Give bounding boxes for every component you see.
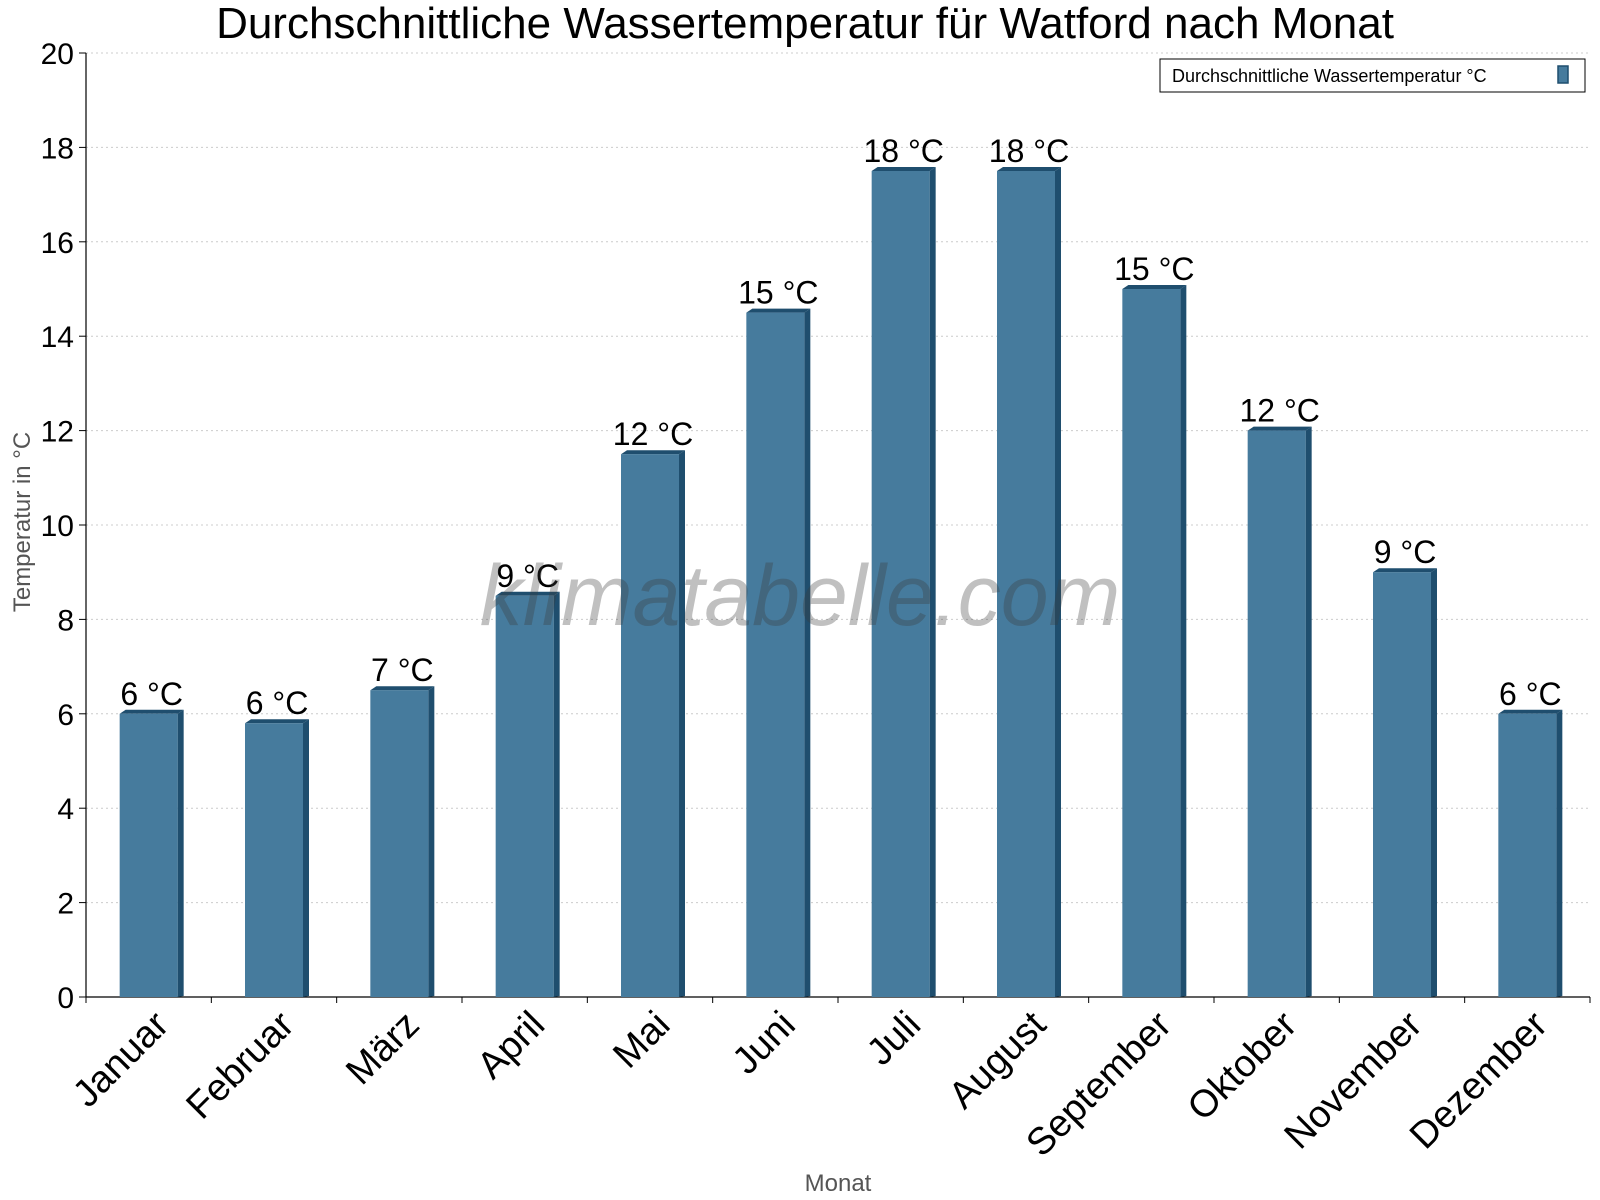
legend-box <box>1159 58 1586 93</box>
data-label: 7 °C <box>371 652 434 688</box>
x-tick-label: März <box>338 1004 427 1093</box>
data-label: 6 °C <box>1499 676 1562 712</box>
x-tick-label: August <box>941 1003 1055 1117</box>
grid-lines <box>86 52 1590 904</box>
data-label: 12 °C <box>613 416 693 452</box>
bar-top <box>871 167 936 171</box>
x-tick-label: Juni <box>725 1004 804 1083</box>
bar <box>1247 426 1312 998</box>
bar-side <box>804 308 811 998</box>
x-tick-label: Februar <box>179 1003 303 1127</box>
y-tick-label: 6 <box>57 699 74 732</box>
bar-side <box>929 167 936 997</box>
bar <box>871 167 936 997</box>
bar-top <box>746 308 811 313</box>
bar-front <box>871 171 930 997</box>
y-axis-label: Temperatur in °C <box>9 432 36 612</box>
y-tick-label: 16 <box>41 227 74 260</box>
bar-front <box>746 312 805 998</box>
legend: Durchschnittliche Wassertemperatur °C <box>1159 58 1586 93</box>
bar <box>621 450 685 997</box>
data-label: 18 °C <box>989 133 1069 169</box>
data-label: 12 °C <box>1239 393 1319 429</box>
axes <box>79 52 1591 1003</box>
chart-title: Durchschnittliche Wassertemperatur für W… <box>216 0 1394 48</box>
data-labels: 6 °C 6 °C 7 °C 9 °C 12 °C 15 °C 18 °C 18 °C 15 °… <box>120 133 1561 721</box>
bar-side <box>177 709 184 997</box>
y-tick-label: 8 <box>57 604 74 637</box>
bar <box>1373 568 1437 997</box>
legend-label: Durchschnittliche Wassertemperatur °C <box>1172 66 1487 86</box>
bar-side <box>553 591 560 997</box>
bar-top <box>495 591 560 596</box>
y-tick-label: 14 <box>41 321 74 354</box>
data-label: 9 °C <box>1374 534 1437 570</box>
x-tick-label: Juli <box>859 1004 929 1074</box>
bar-side <box>1556 709 1563 997</box>
bar <box>495 591 560 997</box>
bar-side <box>1055 167 1061 997</box>
bar-top <box>997 167 1061 171</box>
bar-front <box>1373 572 1431 997</box>
bar <box>370 686 435 997</box>
y-tick-label: 18 <box>41 132 74 165</box>
x-tick-label: April <box>470 1004 553 1087</box>
bar-side <box>1431 568 1437 997</box>
bar <box>245 719 309 997</box>
legend-swatch <box>1557 65 1569 84</box>
bar-side <box>428 686 435 997</box>
y-tick-label: 20 <box>41 38 74 71</box>
x-tick-label: Dezember <box>1402 1003 1556 1157</box>
bar-top <box>119 709 184 714</box>
bar <box>746 308 811 998</box>
bar-side <box>303 719 309 997</box>
bar-top <box>1122 285 1187 289</box>
bar <box>119 709 184 997</box>
bar-top <box>1498 709 1563 714</box>
bar-front <box>1247 430 1306 998</box>
bar-top <box>370 686 435 691</box>
bar-front <box>997 171 1055 997</box>
bar <box>997 167 1061 997</box>
bars <box>119 167 1563 998</box>
x-tick-label: Januar <box>65 1003 177 1115</box>
y-tick-label: 12 <box>41 416 74 449</box>
bar-front <box>1498 713 1557 997</box>
y-tick-label: 10 <box>41 510 74 543</box>
bar-front <box>495 595 554 997</box>
bar-front <box>1122 289 1181 997</box>
data-label: 9 °C <box>496 558 559 594</box>
bar-front <box>245 723 303 997</box>
data-label: 18 °C <box>863 133 943 169</box>
x-axis-label: Monat <box>805 1170 872 1197</box>
y-tick-label: 2 <box>57 888 74 921</box>
bar-top <box>621 450 685 455</box>
bar <box>1122 285 1187 997</box>
y-tick-label: 4 <box>57 793 74 826</box>
data-label: 6 °C <box>246 685 309 721</box>
bar-side <box>679 450 685 997</box>
data-label: 6 °C <box>120 676 183 712</box>
data-label: 15 °C <box>1114 251 1194 287</box>
bar-side <box>1305 426 1312 998</box>
y-tick-label: 0 <box>57 982 74 1015</box>
bar-top <box>1373 568 1437 573</box>
data-label: 15 °C <box>738 275 818 311</box>
bar-front <box>621 454 679 997</box>
watermark: klimatabelle.com <box>480 548 1120 644</box>
x-tick-label: Oktober <box>1180 1003 1306 1129</box>
bar-front <box>370 690 429 997</box>
bar-side <box>1180 285 1187 997</box>
bar-front <box>119 713 178 997</box>
bar-top <box>1247 426 1312 431</box>
x-tick-label: Mai <box>605 1004 678 1077</box>
bar-top <box>245 719 309 724</box>
bar <box>1498 709 1563 997</box>
